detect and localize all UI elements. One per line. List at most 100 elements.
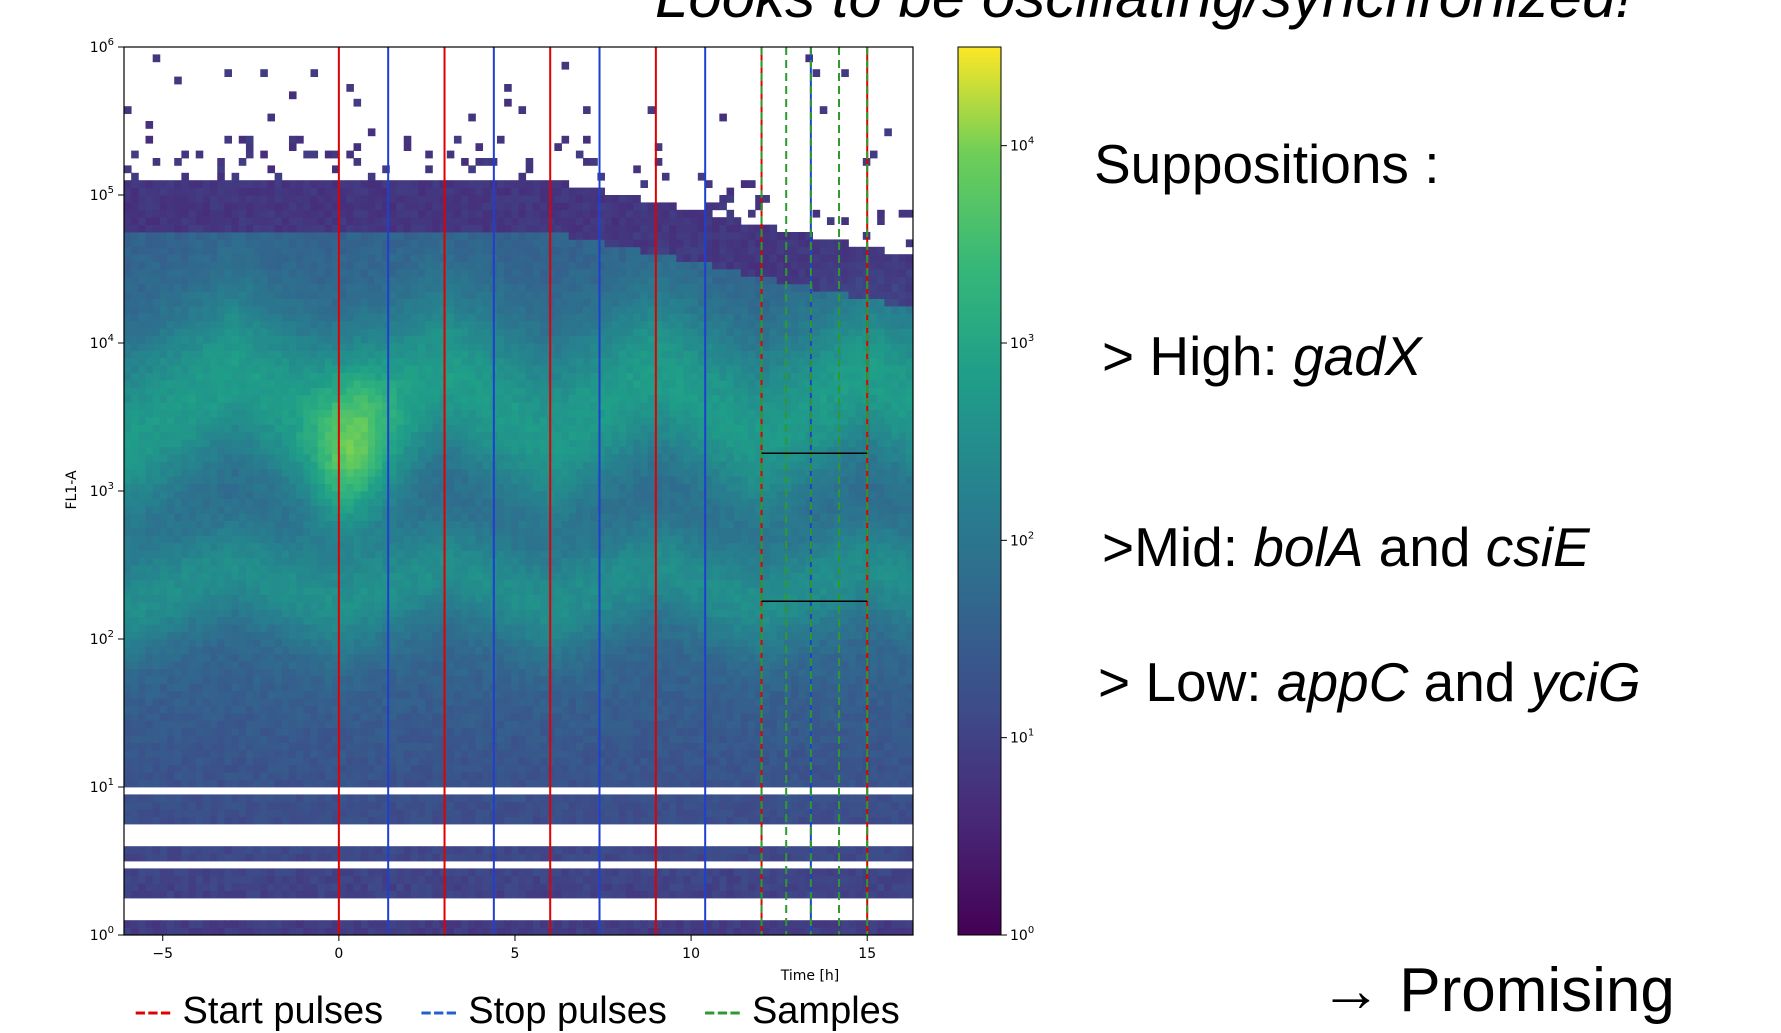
heat-cell xyxy=(453,202,462,211)
heat-cell xyxy=(210,883,218,891)
heat-cell xyxy=(346,254,354,262)
heat-cell xyxy=(418,283,426,292)
heat-cell xyxy=(245,846,254,854)
heat-cell xyxy=(281,424,290,433)
heat-cell xyxy=(174,853,182,862)
heat-cell xyxy=(296,232,304,240)
heat-cell xyxy=(425,890,433,899)
heat-cell xyxy=(210,587,218,595)
heat-cell xyxy=(167,735,175,743)
heat-cell xyxy=(339,298,347,307)
heat-cell xyxy=(296,135,304,144)
heat-cell xyxy=(238,505,247,514)
heat-cell xyxy=(188,387,197,396)
heat-cell xyxy=(188,491,197,499)
heat-cell xyxy=(382,772,390,780)
heat-cell xyxy=(296,668,304,677)
heat-cell xyxy=(396,683,405,692)
heat-cell xyxy=(138,565,146,573)
heat-cell xyxy=(310,254,319,262)
heat-cell xyxy=(482,639,491,647)
heat-cell xyxy=(188,298,197,307)
heat-cell xyxy=(181,594,189,603)
heat-cell xyxy=(231,528,240,536)
heat-cell xyxy=(360,816,369,825)
heat-cell xyxy=(245,195,254,203)
heat-cell xyxy=(439,639,448,647)
heat-cell xyxy=(446,572,455,581)
heat-cell xyxy=(217,291,225,299)
heat-cell xyxy=(453,639,462,647)
heat-cell xyxy=(253,668,261,677)
heat-cell xyxy=(131,239,139,248)
heat-cell xyxy=(253,757,261,766)
heat-cell xyxy=(317,542,326,551)
heat-cell xyxy=(145,883,154,891)
heat-cell xyxy=(382,853,390,862)
heat-cell xyxy=(181,195,189,203)
heat-cell xyxy=(317,653,326,662)
heat-cell xyxy=(375,676,383,684)
heat-cell xyxy=(418,520,426,529)
heat-cell xyxy=(159,424,168,433)
heat-cell xyxy=(238,816,247,825)
heat-cell xyxy=(181,535,189,544)
heat-cell xyxy=(453,505,462,514)
heat-cell xyxy=(310,468,319,477)
heat-cell xyxy=(210,528,218,536)
heat-cell xyxy=(382,232,390,240)
heat-cell xyxy=(410,727,419,736)
heat-cell xyxy=(303,653,311,662)
heat-cell xyxy=(124,846,132,854)
heat-cell xyxy=(145,609,154,618)
heat-cell xyxy=(389,661,397,669)
heat-cell xyxy=(382,283,390,292)
heat-cell xyxy=(253,476,261,484)
heat-cell xyxy=(310,298,319,307)
heat-cell xyxy=(274,350,283,359)
heat-cell xyxy=(159,794,168,803)
heat-cell xyxy=(461,276,469,285)
heat-cell xyxy=(324,816,333,825)
heat-cell xyxy=(353,246,362,255)
heat-cell xyxy=(253,727,261,736)
heat-cell xyxy=(188,498,197,507)
heat-cell xyxy=(410,298,419,307)
heat-cell xyxy=(332,816,340,825)
heat-cell xyxy=(446,683,455,692)
heat-cell xyxy=(382,209,390,218)
heat-cell xyxy=(496,587,505,595)
heat-cell xyxy=(131,439,139,447)
heat-cell xyxy=(453,387,462,396)
heat-cell xyxy=(432,187,440,196)
heat-cell xyxy=(389,343,397,351)
heat-cell xyxy=(174,713,182,721)
heat-cell xyxy=(210,676,218,684)
heat-cell xyxy=(210,742,218,751)
heat-cell xyxy=(152,883,161,891)
heat-cell xyxy=(238,868,247,877)
heat-cell xyxy=(303,542,311,551)
heat-cell xyxy=(360,409,369,418)
heat-cell xyxy=(267,631,276,640)
heat-cell xyxy=(281,676,290,684)
heat-cell xyxy=(210,809,218,817)
heat-cell xyxy=(468,705,476,714)
heat-cell xyxy=(159,587,168,595)
heat-cell xyxy=(274,187,283,196)
heat-cell xyxy=(152,661,161,669)
heat-cell xyxy=(124,779,132,788)
heat-cell xyxy=(432,372,440,381)
heat-cell xyxy=(145,572,154,581)
heat-cell xyxy=(253,394,261,403)
heat-cell xyxy=(389,483,397,492)
heat-cell xyxy=(253,868,261,877)
heat-cell xyxy=(346,772,354,780)
heat-cell xyxy=(324,513,333,521)
heat-cell xyxy=(274,868,283,877)
heat-cell xyxy=(152,498,161,507)
heat-cell xyxy=(238,920,247,928)
heat-cell xyxy=(231,890,240,899)
heat-cell xyxy=(145,587,154,595)
heat-cell xyxy=(210,927,218,935)
